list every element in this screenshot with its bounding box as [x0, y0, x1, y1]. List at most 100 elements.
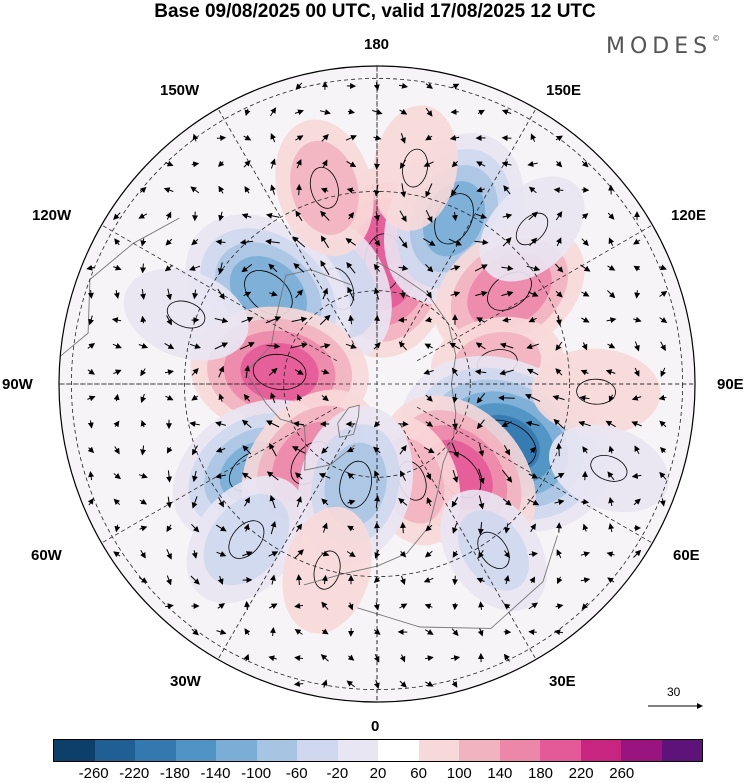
wind-arrow [113, 473, 121, 480]
wind-arrow [191, 161, 200, 168]
wind-arrow [346, 446, 355, 453]
wind-arrow [294, 549, 304, 559]
wind-arrow [555, 368, 563, 376]
lon-label-0: 0 [371, 718, 380, 735]
wind-arrow [138, 577, 148, 583]
wind-arrow [296, 496, 302, 508]
wind-arrow [295, 523, 303, 532]
wind-arrow [87, 420, 94, 429]
anomaly-band [458, 510, 529, 591]
wind-arrow [606, 551, 615, 558]
wind-arrow [452, 602, 459, 611]
chart-title: Base 09/08/2025 00 UTC, valid 17/08/2025… [154, 1, 596, 22]
wind-arrow [191, 367, 199, 376]
wind-arrow [347, 212, 354, 220]
wind-arrow [502, 316, 511, 323]
wind-arrow [269, 107, 277, 117]
wind-arrow [321, 601, 329, 610]
colorbar [53, 739, 703, 762]
lon-label-150w: 150W [160, 82, 200, 99]
wind-arrow [140, 419, 147, 428]
wind-arrow [555, 603, 564, 610]
anomaly-band [479, 176, 585, 282]
wind-arrow [581, 160, 589, 168]
wind-arrow [580, 264, 591, 272]
anomaly-contour [339, 460, 372, 509]
polar-map [58, 65, 703, 709]
wind-arrow [241, 472, 252, 480]
wind-vectors [86, 81, 668, 690]
wind-arrow [244, 108, 251, 117]
wind-arrow [113, 498, 121, 506]
wind-arrow [270, 133, 277, 143]
wind-arrow [347, 472, 355, 480]
wind-arrow [426, 497, 433, 507]
wind-arrow [218, 393, 225, 402]
wind-arrow [140, 393, 147, 403]
logo-copyright-mark: © [712, 34, 721, 43]
wind-arrow [476, 419, 485, 430]
wind-arrow [140, 549, 146, 559]
anomaly-contour [228, 520, 265, 559]
wind-arrow [244, 600, 251, 611]
wind-arrow [553, 187, 564, 194]
wind-arrow [165, 160, 174, 167]
wind-arrow [398, 316, 408, 323]
wind-arrow [608, 394, 615, 403]
wind-arrow [503, 185, 511, 195]
wind-arrow [425, 264, 434, 273]
wind-arrow [266, 212, 280, 219]
wind-arrow [268, 263, 278, 273]
wind-arrow [659, 498, 666, 507]
colorbar-cell [661, 740, 702, 761]
wind-arrow [476, 317, 486, 323]
wind-arrow [294, 369, 304, 375]
wind-arrow [321, 133, 329, 142]
wind-arrow [530, 523, 536, 533]
wind-arrow [555, 442, 562, 457]
anomaly-contour [252, 353, 307, 391]
wind-arrow [581, 316, 590, 323]
meridian-line [399, 423, 537, 660]
wind-arrow [450, 655, 461, 662]
wind-arrow [399, 521, 406, 534]
wind-arrow [322, 522, 328, 533]
wind-arrow [501, 290, 514, 297]
wind-arrow [164, 369, 174, 376]
wind-arrow [320, 654, 329, 662]
wind-arrow [608, 497, 615, 507]
wind-arrow [555, 135, 563, 142]
wind-arrow [140, 289, 146, 300]
wind-arrow [138, 213, 148, 219]
wind-arrow [166, 470, 173, 483]
colorbar-tick-label: 220 [568, 765, 594, 782]
wind-arrow [554, 472, 565, 480]
wind-arrow [477, 109, 485, 116]
wind-arrow [166, 446, 173, 454]
wind-arrow [293, 421, 305, 427]
wind-arrow [580, 551, 591, 558]
wind-arrow [502, 498, 512, 506]
wind-arrow [424, 343, 433, 350]
anomaly-band [372, 105, 458, 231]
wind-arrow [295, 289, 304, 299]
wind-arrow [218, 365, 225, 378]
wind-arrow [605, 420, 616, 428]
wind-arrow [293, 680, 304, 687]
wind-arrow [216, 629, 227, 635]
wind-arrow [291, 342, 308, 349]
wind-arrow [399, 210, 407, 223]
wind-arrow [244, 628, 251, 636]
wind-arrow [452, 469, 459, 483]
wind-arrow [166, 315, 172, 326]
wind-arrow [425, 209, 433, 223]
wind-arrow [139, 525, 148, 532]
wind-arrow [608, 523, 615, 533]
wind-arrow [346, 187, 355, 194]
wind-arrow [503, 603, 511, 610]
wind-arrow [216, 135, 227, 142]
wind-arrow [113, 446, 120, 455]
wind-arrow [217, 603, 226, 610]
wind-arrow [113, 264, 122, 271]
wind-arrow [451, 160, 459, 168]
